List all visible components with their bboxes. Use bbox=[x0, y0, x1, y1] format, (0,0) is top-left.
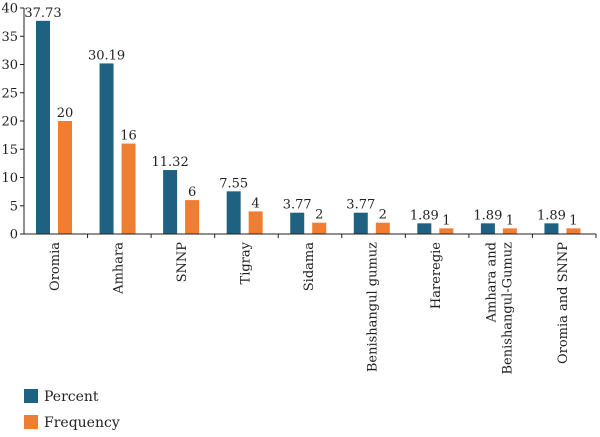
legend: Percent Frequency bbox=[24, 389, 120, 431]
bar-percent-amhara-and-benishangul-gumuz bbox=[480, 223, 495, 234]
y-tick-label: 5 bbox=[10, 199, 18, 214]
category-label-tigray: Tigray bbox=[238, 241, 253, 284]
legend-swatch-percent bbox=[24, 389, 38, 403]
data-label-frequency-benishangul-gumuz: 2 bbox=[379, 208, 387, 223]
bar-percent-oromia bbox=[36, 20, 50, 234]
data-label-frequency-oromia-and-snnp: 1 bbox=[569, 213, 577, 228]
data-label-percent-snnp: 11.32 bbox=[152, 155, 189, 170]
bar-percent-oromia-and-snnp bbox=[544, 223, 559, 234]
bar-frequency-sidama bbox=[312, 222, 327, 234]
data-label-frequency-oromia: 20 bbox=[57, 106, 74, 121]
data-label-percent-benishangul-gumuz: 3.77 bbox=[346, 198, 375, 213]
category-label-line: Benishangul-Gumuz bbox=[501, 242, 516, 375]
legend-swatch-frequency bbox=[24, 415, 38, 429]
bar-frequency-hareregie bbox=[439, 228, 454, 234]
y-tick-label: 30 bbox=[1, 58, 18, 73]
bar-frequency-oromia bbox=[58, 121, 72, 234]
data-label-percent-oromia-and-snnp: 1.89 bbox=[537, 208, 566, 223]
data-label-percent-sidama: 3.77 bbox=[283, 198, 312, 213]
category-label-snnp: SNNP bbox=[175, 242, 190, 283]
data-label-percent-hareregie: 1.89 bbox=[410, 208, 439, 223]
bar-percent-tigray bbox=[226, 191, 241, 234]
y-tick-label: 0 bbox=[10, 228, 18, 243]
data-label-frequency-hareregie: 1 bbox=[442, 213, 450, 228]
y-tick-label: 15 bbox=[1, 143, 18, 158]
category-label-amhara: Amhara bbox=[111, 242, 126, 295]
data-label-frequency-amhara-and-benishangul-gumuz: 1 bbox=[506, 213, 514, 228]
category-label-benishangul-gumuz: Benishangul gumuz bbox=[366, 242, 381, 372]
data-label-frequency-amhara: 16 bbox=[120, 129, 137, 144]
bar-percent-snnp bbox=[163, 170, 178, 234]
legend-label-percent: Percent bbox=[44, 389, 99, 405]
bar-frequency-oromia-and-snnp bbox=[566, 228, 581, 234]
category-label-oromia-and-snnp: Oromia and SNNP bbox=[556, 242, 571, 364]
bar-percent-hareregie bbox=[417, 223, 432, 234]
data-label-frequency-sidama: 2 bbox=[315, 208, 323, 223]
y-tick-label: 20 bbox=[1, 115, 18, 130]
data-label-percent-amhara-and-benishangul-gumuz: 1.89 bbox=[473, 208, 502, 223]
category-label-sidama: Sidama bbox=[302, 242, 317, 291]
bar-percent-amhara bbox=[99, 63, 114, 234]
bar-percent-sidama bbox=[290, 212, 305, 234]
legend-label-frequency: Frequency bbox=[44, 415, 120, 431]
bar-frequency-snnp bbox=[185, 200, 200, 234]
data-label-frequency-tigray: 4 bbox=[252, 196, 260, 211]
data-label-percent-oromia: 37.73 bbox=[24, 6, 61, 21]
bar-percent-benishangul-gumuz bbox=[353, 212, 368, 234]
bars bbox=[36, 20, 581, 234]
y-axis: 0 5 10 15 20 25 30 35 40 bbox=[1, 2, 25, 243]
category-label-hareregie: Hareregie bbox=[429, 242, 444, 309]
bar-frequency-tigray bbox=[248, 211, 263, 234]
category-label-oromia: Oromia bbox=[48, 242, 63, 291]
x-axis: Oromia Amhara SNNP Tigray Sidama Benishangul … bbox=[24, 233, 597, 375]
data-label-frequency-snnp: 6 bbox=[188, 185, 196, 200]
y-tick-label: 25 bbox=[1, 86, 18, 101]
bar-frequency-benishangul-gumuz bbox=[375, 222, 390, 234]
data-label-percent-amhara: 30.19 bbox=[88, 48, 125, 63]
y-tick-label: 40 bbox=[1, 2, 18, 17]
data-label-percent-tigray: 7.55 bbox=[219, 176, 248, 191]
category-label-line: Amhara and bbox=[485, 242, 500, 323]
category-label-amhara-and-benishangul-gumuz: Amhara andBenishangul-Gumuz bbox=[485, 242, 516, 375]
y-tick-label: 10 bbox=[1, 171, 18, 186]
y-tick-label: 35 bbox=[1, 30, 18, 45]
bar-frequency-amhara-and-benishangul-gumuz bbox=[502, 228, 517, 234]
bar-frequency-amhara bbox=[121, 143, 136, 234]
